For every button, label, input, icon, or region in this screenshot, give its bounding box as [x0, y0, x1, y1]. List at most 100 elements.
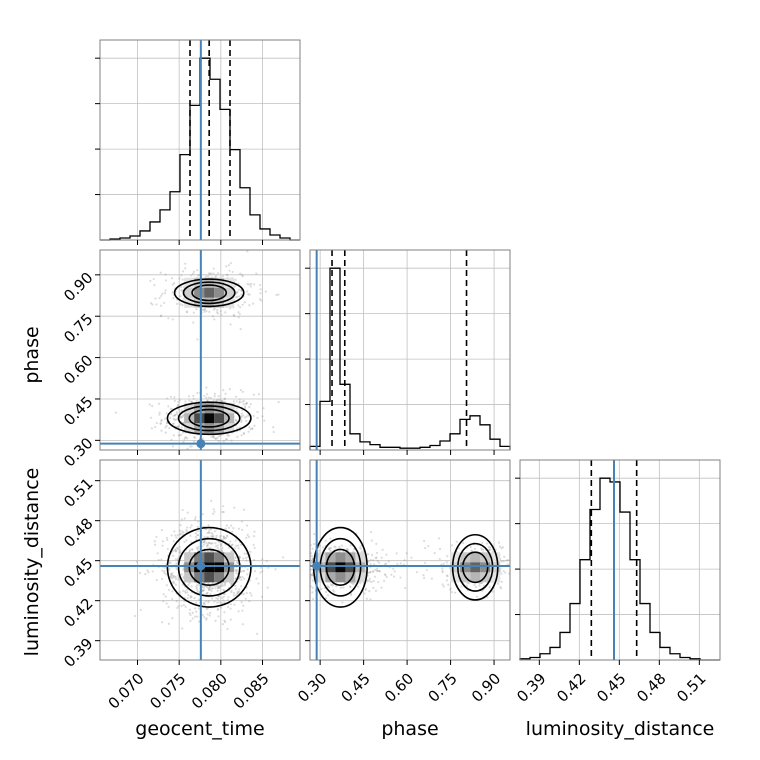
panel-1-contour-1-0 — [191, 284, 228, 302]
panel-3-sample-point — [235, 569, 239, 572]
panel-3-sample-point — [196, 588, 199, 592]
panel-3-sample-point — [240, 600, 243, 604]
panel-3-sample-point — [180, 604, 183, 607]
panel-3-frame — [99, 459, 301, 661]
panel-3-sample-point — [222, 505, 225, 508]
panel-3-sample-point — [237, 547, 240, 550]
panel-1-sample-point — [240, 416, 243, 419]
panel-3-sample-point — [234, 587, 237, 590]
panel-3-truth-point — [196, 561, 206, 571]
panel-4-sample-point — [366, 580, 369, 583]
panel-3-sample-point — [160, 529, 163, 532]
panel-3-sample-point — [188, 581, 191, 585]
panel-1-sample-point — [181, 431, 185, 434]
panel-3-sample-point — [217, 595, 221, 598]
panel-1-sample-point — [172, 417, 175, 420]
panel-4-sample-point — [325, 590, 328, 594]
panel-4-sample-point — [385, 553, 388, 556]
panel-1-sample-point — [251, 427, 254, 430]
panel-1-sample-point — [205, 396, 208, 399]
panel-4-sample-point — [390, 573, 393, 576]
panel-1-sample-point — [245, 402, 248, 406]
panel-3-density-cell — [224, 572, 235, 583]
panel-3-sample-point — [245, 552, 248, 555]
panel-1-sample-point — [192, 436, 196, 439]
panel-1-sample-point — [171, 291, 174, 294]
panel-1-sample-point — [180, 289, 183, 292]
panel-1-sample-point — [207, 396, 210, 399]
panel-3-sample-point — [261, 558, 264, 561]
panel-3-sample-point — [230, 583, 233, 586]
panel-3-sample-point — [186, 597, 189, 600]
panel-3-sample-point — [196, 533, 199, 537]
panel-3-sample-point — [222, 599, 225, 602]
panel-3-sample-point — [172, 574, 175, 578]
panel-3-sample-point — [208, 541, 211, 544]
panel-3-sample-point — [172, 580, 175, 583]
panel-4-sample-point — [381, 548, 384, 551]
panel-4-density-cell — [490, 572, 501, 583]
panel-1-sample-point — [181, 270, 185, 273]
panel-1-density-cell — [204, 403, 215, 414]
panel-3-sample-point — [165, 573, 168, 576]
panel-3-sample-point — [241, 609, 244, 612]
panel-3-sample-point — [220, 549, 224, 553]
panel-1-sample-point — [226, 273, 229, 276]
panel-4-sample-point — [403, 559, 406, 562]
panel-1-sample-point — [248, 283, 251, 286]
panel-1-sample-point — [237, 316, 240, 319]
panel-1-sample-point — [219, 310, 222, 313]
panel-4-sample-point — [369, 571, 372, 574]
panel-4-sample-point — [387, 560, 390, 563]
panel-3-sample-point — [175, 550, 178, 553]
panel-3-sample-point — [196, 615, 199, 618]
panel-4-density-cell — [450, 572, 461, 583]
panel-1-sample-point — [217, 439, 220, 442]
panel-3-sample-point — [195, 586, 198, 590]
panel-3-sample-point — [253, 546, 256, 549]
panel-1-sample-point — [192, 440, 196, 443]
panel-1-sample-point — [176, 404, 179, 407]
panel-3-sample-point — [194, 615, 197, 618]
panel-1-sample-point — [242, 403, 245, 406]
panel-4-sample-point — [393, 575, 396, 578]
panel-3-sample-point — [163, 570, 166, 573]
panel-4-sample-point — [376, 569, 379, 572]
panel-4-contour-1-2 — [451, 533, 499, 601]
panel-4-sample-point — [372, 586, 375, 589]
panel-1-sample-point — [241, 400, 244, 403]
panel-4-sample-point — [375, 556, 378, 559]
panel-4-sample-point — [480, 581, 483, 585]
panel-4-sample-point — [425, 568, 429, 572]
panel-4-sample-point — [352, 550, 355, 553]
panel-1-sample-point — [204, 307, 207, 310]
panel-3-sample-point — [189, 613, 192, 617]
panel-4-sample-point — [311, 586, 314, 589]
panel-3-sample-point — [139, 608, 142, 611]
panel-3-sample-point — [169, 561, 172, 565]
panel-3-sample-point — [265, 560, 268, 563]
panel-3-sample-point — [176, 557, 180, 560]
panel-1-sample-point — [159, 315, 163, 318]
panel-4-sample-point — [437, 537, 441, 540]
panel-4-density-cell — [325, 572, 336, 583]
panel-3-sample-point — [211, 587, 214, 590]
panel-1-sample-point — [248, 304, 251, 307]
panel-4-sample-point — [371, 554, 374, 557]
panel-1-sample-point — [177, 434, 180, 437]
panel-1-contour-1-2 — [173, 278, 245, 308]
panel-3-sample-point — [189, 596, 192, 599]
xlabel-luminosity-distance: luminosity_distance — [526, 718, 715, 740]
panel-4-sample-point — [504, 571, 507, 574]
panel-5-frame — [519, 459, 721, 661]
panel-3-sample-point — [234, 556, 237, 560]
panel-4-sample-point — [383, 573, 387, 576]
panel-3-sample-point — [235, 561, 238, 564]
panel-3-sample-point — [249, 550, 252, 553]
panel-1-sample-point — [224, 438, 228, 441]
ylabel-luminosity-distance: luminosity_distance — [21, 468, 43, 657]
panel-4-sample-point — [501, 546, 504, 549]
panel-3-sample-point — [233, 506, 236, 509]
panel-4-sample-point — [469, 545, 472, 549]
panel-4-sample-point — [318, 549, 321, 552]
